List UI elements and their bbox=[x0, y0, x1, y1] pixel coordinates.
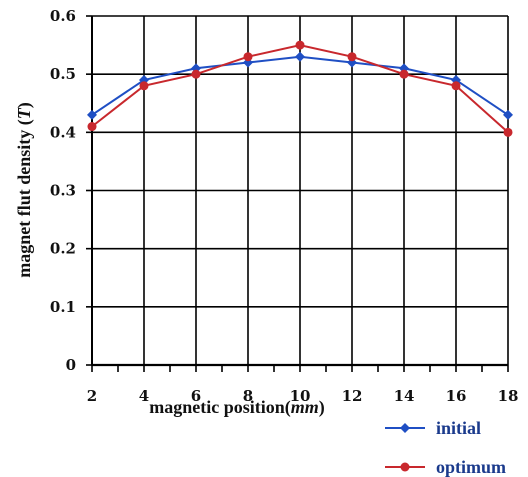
x-tick-label: 16 bbox=[446, 387, 467, 405]
data-point-initial bbox=[87, 109, 97, 120]
legend-item-initial: initial bbox=[385, 418, 481, 438]
y-axis-title: magnet flut density (T) bbox=[14, 102, 35, 278]
axes bbox=[86, 15, 509, 372]
legend-item-optimum: optimum bbox=[385, 457, 506, 477]
x-tick-label: 2 bbox=[87, 387, 97, 405]
data-point-optimum bbox=[87, 122, 97, 132]
tick-labels: 0 0.1 0.2 0.3 0.4 0.5 0.6 2 4 6 8 10 12 14 16 18 bbox=[50, 7, 519, 405]
data-point-optimum bbox=[295, 40, 305, 50]
y-tick-label: 0.6 bbox=[50, 7, 76, 25]
x-tick-label: 12 bbox=[342, 387, 363, 405]
data-point-initial bbox=[503, 109, 513, 120]
data-point-initial bbox=[295, 51, 305, 62]
legend-label-initial: initial bbox=[436, 418, 481, 438]
data-point-optimum bbox=[243, 52, 253, 62]
y-tick-label: 0 bbox=[66, 356, 76, 374]
series-lines bbox=[87, 40, 513, 137]
data-point-optimum bbox=[399, 69, 409, 79]
data-point-optimum bbox=[451, 81, 461, 91]
y-tick-label: 0.1 bbox=[50, 298, 76, 316]
x-tick-label: 6 bbox=[191, 387, 201, 405]
y-tick-label: 0.5 bbox=[50, 65, 76, 83]
data-point-optimum bbox=[503, 127, 513, 137]
legend-marker-initial bbox=[400, 423, 410, 433]
data-point-optimum bbox=[139, 81, 149, 91]
y-tick-label: 0.3 bbox=[50, 182, 76, 200]
legend-marker-optimum bbox=[400, 462, 410, 472]
x-tick-label: 10 bbox=[290, 387, 311, 405]
x-tick-label: 8 bbox=[243, 387, 253, 405]
y-tick-label: 0.2 bbox=[50, 240, 76, 258]
legend: initial optimum bbox=[385, 418, 506, 477]
grid-lines bbox=[91, 15, 509, 366]
series-optimum bbox=[87, 40, 513, 137]
data-point-optimum bbox=[191, 69, 201, 79]
x-tick-label: 18 bbox=[498, 387, 519, 405]
x-tick-label: 4 bbox=[139, 387, 149, 405]
x-tick-label: 14 bbox=[394, 387, 415, 405]
y-tick-label: 0.4 bbox=[50, 123, 76, 141]
legend-label-optimum: optimum bbox=[436, 457, 506, 477]
x-axis-title: magnetic position(mm) bbox=[149, 397, 325, 418]
data-point-optimum bbox=[347, 52, 357, 62]
